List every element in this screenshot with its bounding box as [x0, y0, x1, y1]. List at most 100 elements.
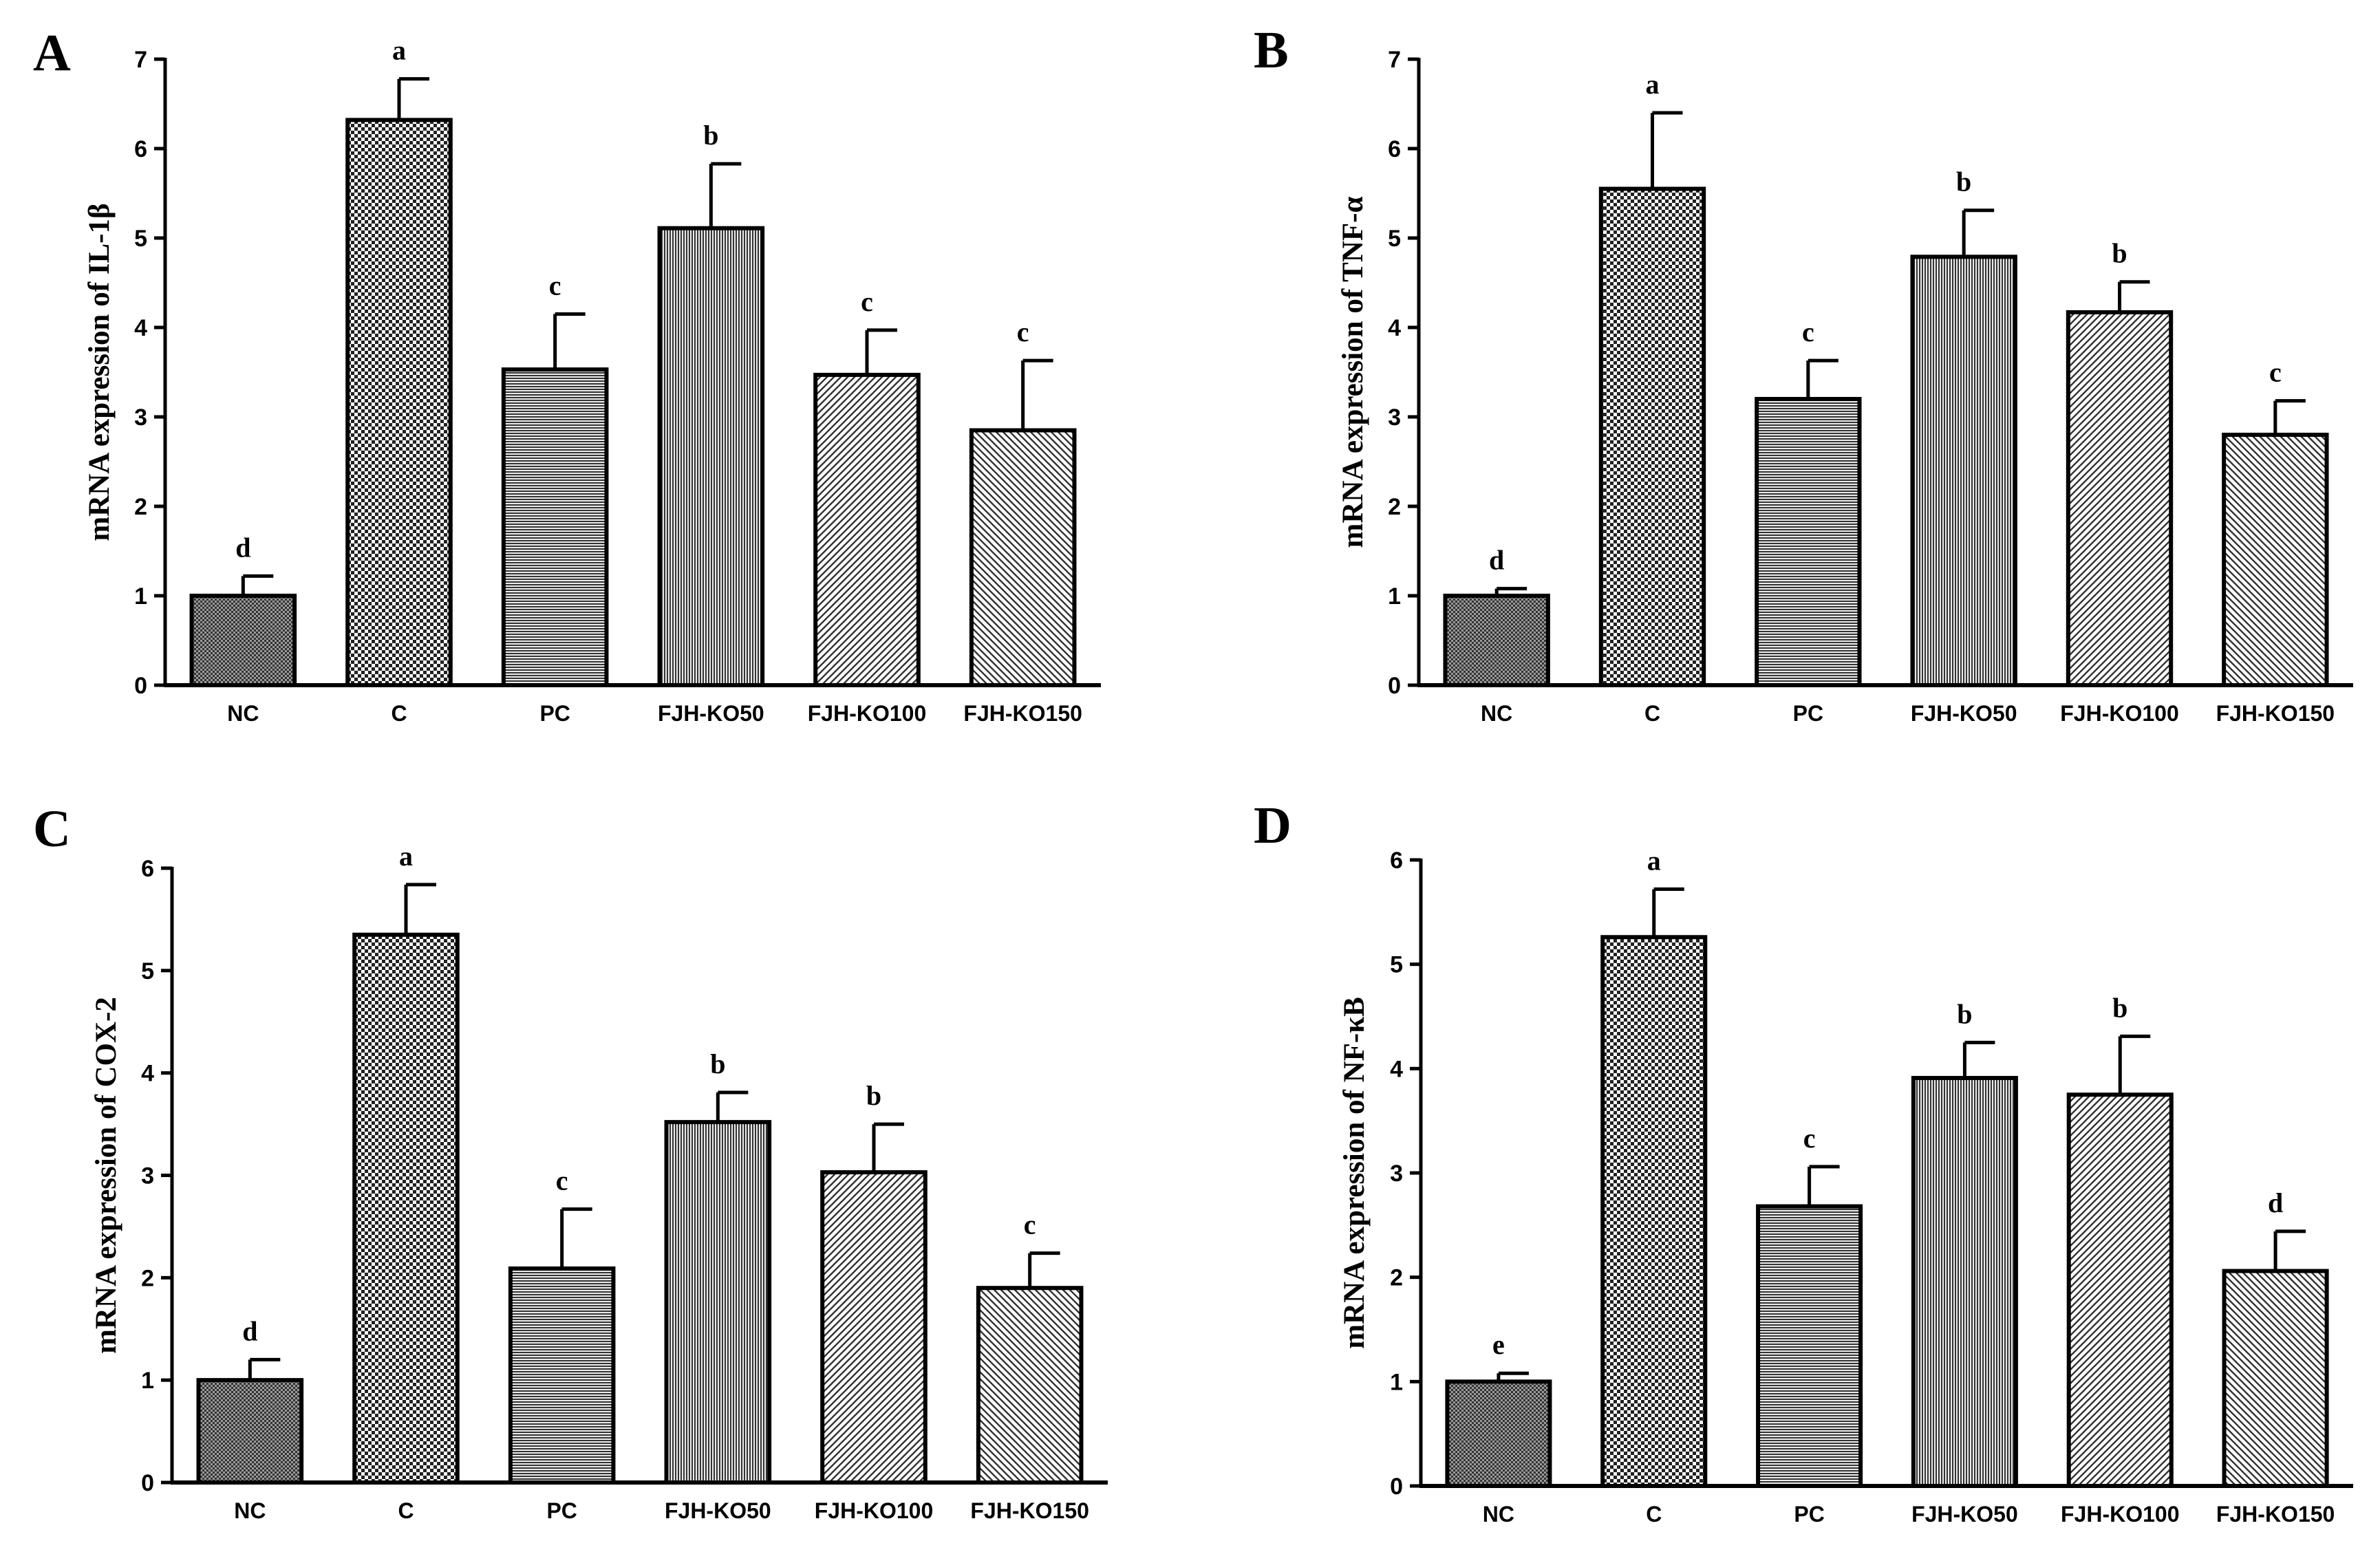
- panel-letter-a: A: [33, 24, 71, 82]
- bar-c-nc: [196, 1378, 304, 1485]
- y-axis-title-a: mRNA expression of IL-1β: [83, 203, 116, 541]
- y-tick-label-b-0: 0: [1388, 673, 1401, 699]
- y-tick-label-a-4: 4: [134, 315, 147, 341]
- bar-d-nc: [1445, 1379, 1552, 1489]
- bar-a-nc: [189, 594, 297, 687]
- y-tick-label-c-1: 1: [141, 1368, 154, 1394]
- significance-label-d-fjh-ko50: b: [1957, 998, 1972, 1029]
- x-tick-label-d-pc: PC: [1794, 1502, 1824, 1527]
- x-tick-label-c-fjh-ko100: FJH-KO100: [815, 1498, 934, 1523]
- y-tick-label-d-4: 4: [1390, 1056, 1403, 1082]
- x-tick-label-b-fjh-ko150: FJH-KO150: [2216, 701, 2335, 726]
- y-tick-label-b-4: 4: [1388, 315, 1401, 341]
- significance-label-c-fjh-ko150: c: [1024, 1209, 1036, 1240]
- x-tick-label-a-fjh-ko150: FJH-KO150: [963, 701, 1082, 726]
- x-tick-label-b-pc: PC: [1793, 701, 1823, 726]
- x-tick-label-d-c: C: [1646, 1502, 1662, 1527]
- bar-d-fjh-ko150: [2222, 1269, 2329, 1488]
- bar-b-c: [1598, 186, 1706, 687]
- bar-c-c: [352, 932, 460, 1485]
- y-axis-title-c: mRNA expression of COX-2: [90, 997, 122, 1354]
- bar-a-c: [345, 118, 453, 687]
- significance-label-a-nc: d: [235, 532, 250, 563]
- bar-b-fjh-ko150: [2222, 433, 2329, 687]
- significance-label-b-c: a: [1646, 69, 1660, 100]
- y-tick-label-b-7: 7: [1388, 47, 1401, 73]
- y-tick-label-b-1: 1: [1388, 583, 1401, 610]
- x-tick-label-b-fjh-ko50: FJH-KO50: [1911, 701, 2017, 726]
- significance-label-d-c: a: [1647, 845, 1661, 876]
- x-tick-label-a-fjh-ko50: FJH-KO50: [658, 701, 764, 726]
- y-axis-title-d: mRNA expression of NF-κB: [1338, 997, 1371, 1349]
- y-tick-label-a-5: 5: [134, 226, 147, 252]
- y-tick-label-b-3: 3: [1388, 405, 1401, 431]
- panel-letter-d: D: [1254, 797, 1291, 854]
- y-tick-label-b-6: 6: [1388, 136, 1401, 162]
- x-tick-label-b-fjh-ko100: FJH-KO100: [2060, 701, 2179, 726]
- y-tick-label-a-3: 3: [134, 405, 147, 431]
- x-tick-label-a-c: C: [391, 701, 407, 726]
- y-tick-label-a-7: 7: [134, 47, 147, 73]
- panel-letter-c: C: [33, 800, 71, 858]
- significance-label-d-nc: e: [1492, 1329, 1505, 1360]
- bar-c-pc: [508, 1266, 616, 1485]
- bar-a-fjh-ko100: [813, 372, 921, 688]
- significance-label-b-fjh-ko50: b: [1956, 166, 1971, 197]
- x-tick-label-b-c: C: [1644, 701, 1660, 726]
- bar-a-pc: [501, 367, 609, 687]
- y-tick-label-a-1: 1: [134, 583, 147, 610]
- y-tick-label-c-3: 3: [141, 1163, 154, 1189]
- bar-d-fjh-ko50: [1911, 1075, 2018, 1488]
- significance-label-c-fjh-ko50: b: [710, 1048, 725, 1079]
- bar-c-fjh-ko50: [664, 1120, 772, 1485]
- y-tick-label-d-0: 0: [1390, 1474, 1403, 1500]
- significance-label-b-fjh-ko150: c: [2269, 357, 2282, 388]
- significance-label-a-fjh-ko100: c: [861, 286, 873, 317]
- significance-label-a-pc: c: [549, 270, 561, 301]
- x-tick-label-c-fjh-ko50: FJH-KO50: [665, 1498, 771, 1523]
- bar-c-fjh-ko100: [820, 1170, 928, 1485]
- significance-label-b-pc: c: [1802, 316, 1814, 347]
- bar-d-fjh-ko100: [2066, 1092, 2174, 1488]
- y-tick-label-d-2: 2: [1390, 1265, 1403, 1291]
- x-tick-label-a-fjh-ko100: FJH-KO100: [808, 701, 927, 726]
- significance-label-a-c: a: [392, 35, 406, 66]
- y-tick-label-b-2: 2: [1388, 494, 1401, 520]
- bar-b-fjh-ko50: [1910, 255, 2017, 687]
- y-tick-label-d-1: 1: [1390, 1369, 1403, 1395]
- y-tick-label-c-6: 6: [141, 856, 154, 882]
- y-tick-label-c-0: 0: [141, 1470, 154, 1496]
- y-axis-title-b: mRNA expression of TNF-α: [1337, 197, 1369, 548]
- y-tick-label-d-3: 3: [1390, 1161, 1403, 1187]
- y-tick-label-d-5: 5: [1390, 952, 1403, 978]
- x-tick-label-c-nc: NC: [234, 1498, 266, 1523]
- y-tick-label-c-2: 2: [141, 1265, 154, 1291]
- y-tick-label-a-6: 6: [134, 136, 147, 162]
- significance-label-d-fjh-ko150: d: [2268, 1187, 2283, 1218]
- bar-a-fjh-ko150: [969, 428, 1077, 687]
- bar-d-c: [1600, 935, 1708, 1488]
- panel-letter-b: B: [1254, 21, 1289, 79]
- x-tick-label-b-nc: NC: [1481, 701, 1512, 726]
- x-tick-label-c-c: C: [398, 1498, 414, 1523]
- significance-label-c-c: a: [399, 841, 413, 872]
- significance-label-a-fjh-ko50: b: [703, 120, 718, 151]
- significance-label-a-fjh-ko150: c: [1017, 316, 1029, 347]
- significance-label-d-fjh-ko100: b: [2112, 992, 2127, 1023]
- x-tick-label-d-fjh-ko150: FJH-KO150: [2216, 1502, 2335, 1527]
- bar-d-pc: [1756, 1204, 1863, 1488]
- significance-label-d-pc: c: [1803, 1123, 1816, 1154]
- x-tick-label-d-nc: NC: [1483, 1502, 1514, 1527]
- bar-b-pc: [1755, 397, 1862, 687]
- y-tick-label-c-5: 5: [141, 958, 154, 984]
- bar-b-nc: [1443, 594, 1550, 687]
- significance-label-c-pc: c: [556, 1165, 568, 1196]
- bar-c-fjh-ko150: [976, 1286, 1084, 1485]
- significance-label-b-fjh-ko100: b: [2112, 238, 2127, 269]
- significance-label-c-nc: d: [242, 1315, 257, 1346]
